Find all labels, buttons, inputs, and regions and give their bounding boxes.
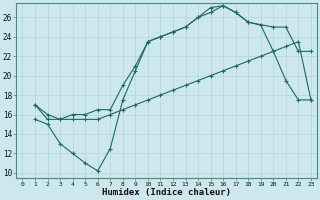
X-axis label: Humidex (Indice chaleur): Humidex (Indice chaleur)	[102, 188, 231, 197]
